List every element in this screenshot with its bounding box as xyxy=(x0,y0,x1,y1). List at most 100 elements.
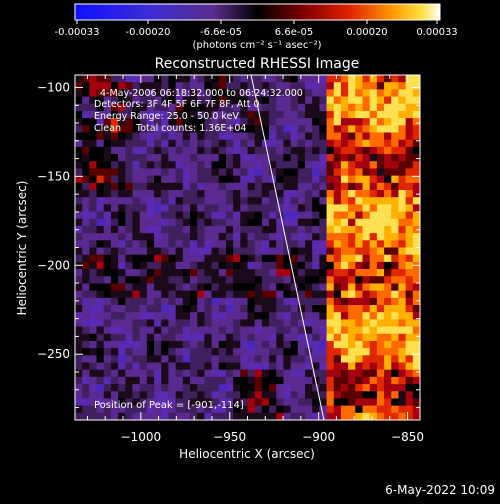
heatmap-cell xyxy=(384,139,392,148)
heatmap-cell xyxy=(168,269,177,277)
heatmap-cell xyxy=(75,247,83,256)
heatmap-cell xyxy=(75,240,83,248)
heatmap-cell xyxy=(240,82,248,90)
heatmap-cell xyxy=(412,96,420,105)
heatmap-cell xyxy=(405,384,414,392)
heatmap-cell xyxy=(376,82,385,90)
heatmap-cell xyxy=(168,168,177,177)
heatmap-cell xyxy=(384,312,392,320)
heatmap-cell xyxy=(412,125,420,133)
heatmap-cell xyxy=(168,110,177,119)
heatmap-cell xyxy=(161,333,169,342)
heatmap-cell xyxy=(175,398,184,407)
heatmap-cell xyxy=(175,333,184,342)
heatmap-cell xyxy=(376,139,385,148)
heatmap-cell xyxy=(362,204,371,212)
heatmap-cell xyxy=(290,247,299,256)
heatmap-cell xyxy=(233,297,241,306)
heatmap-cell xyxy=(333,96,342,105)
heatmap-cell xyxy=(103,340,112,349)
heatmap-cell xyxy=(290,340,299,349)
heatmap-cell xyxy=(355,412,363,420)
heatmap-cell xyxy=(362,384,371,392)
heatmap-cell xyxy=(96,89,105,97)
heatmap-cell xyxy=(146,182,155,191)
heatmap-cell xyxy=(348,369,356,378)
heatmap-cell xyxy=(376,283,385,292)
heatmap-cell xyxy=(247,75,256,83)
heatmap-cell xyxy=(319,110,327,119)
heatmap-cell xyxy=(132,312,141,320)
heatmap-cell xyxy=(154,211,162,220)
heatmap-cell xyxy=(412,103,420,112)
heatmap-cell xyxy=(312,204,320,212)
heatmap-cell xyxy=(82,110,90,119)
heatmap-cell xyxy=(405,391,414,399)
heatmap-cell xyxy=(240,340,248,349)
heatmap-cell xyxy=(412,269,420,277)
heatmap-cell xyxy=(103,75,112,83)
heatmap-cell xyxy=(319,233,327,241)
heatmap-cell xyxy=(297,103,306,112)
heatmap-cell xyxy=(405,132,414,141)
heatmap-cell xyxy=(110,132,119,141)
heatmap-cell xyxy=(103,269,112,277)
heatmap-cell xyxy=(384,96,392,105)
heatmap-cell xyxy=(96,204,105,212)
heatmap-cell xyxy=(333,297,342,306)
heatmap-cell xyxy=(96,297,105,306)
heatmap-cell xyxy=(204,369,212,378)
heatmap-cell xyxy=(225,290,234,299)
heatmap-cell xyxy=(254,132,263,141)
heatmap-cell xyxy=(233,175,241,184)
heatmap-cell xyxy=(182,96,191,105)
heatmap-cell xyxy=(412,319,420,327)
heatmap-cell xyxy=(261,233,270,241)
heatmap-cell xyxy=(190,261,198,270)
heatmap-cell xyxy=(168,305,177,313)
heatmap-cell xyxy=(412,369,420,378)
heatmap-cell xyxy=(240,132,248,141)
heatmap-cell xyxy=(139,340,148,349)
heatmap-cell xyxy=(161,312,169,320)
heatmap-cell xyxy=(168,384,177,392)
heatmap-cell xyxy=(405,168,414,177)
heatmap-cell xyxy=(168,182,177,191)
heatmap-cell xyxy=(326,89,335,97)
heatmap-cell xyxy=(362,218,371,227)
heatmap-cell xyxy=(362,290,371,299)
heatmap-cell xyxy=(218,305,227,313)
heatmap-cell xyxy=(276,139,284,148)
heatmap-cell xyxy=(197,96,205,105)
heatmap-cell xyxy=(146,340,155,349)
heatmap-cell xyxy=(261,283,270,292)
heatmap-cell xyxy=(240,333,248,342)
heatmap-cell xyxy=(297,348,306,356)
heatmap-cell xyxy=(362,118,371,126)
heatmap-cell xyxy=(290,110,299,119)
heatmap-cell xyxy=(125,225,133,234)
heatmap-cell xyxy=(254,376,263,385)
heatmap-cell xyxy=(391,297,399,306)
heatmap-cell xyxy=(348,405,356,414)
heatmap-cell xyxy=(168,240,177,248)
heatmap-cell xyxy=(154,204,162,212)
heatmap-cell xyxy=(276,175,284,184)
heatmap-cell xyxy=(110,204,119,212)
heatmap-cell xyxy=(154,96,162,105)
footer-timestamp: 6-May-2022 10:09 xyxy=(385,483,495,497)
heatmap-cell xyxy=(211,254,220,263)
heatmap-cell xyxy=(82,326,90,335)
heatmap-cell xyxy=(175,218,184,227)
heatmap-cell xyxy=(139,333,148,342)
heatmap-cell xyxy=(376,376,385,385)
heatmap-cell xyxy=(254,168,263,177)
heatmap-cell xyxy=(333,197,342,205)
heatmap-cell xyxy=(168,340,177,349)
heatmap-cell xyxy=(118,362,126,371)
heatmap-cell xyxy=(326,211,335,220)
heatmap-cell xyxy=(89,269,97,277)
heatmap-cell xyxy=(110,312,119,320)
heatmap-cell xyxy=(89,319,97,327)
heatmap-cell xyxy=(110,369,119,378)
